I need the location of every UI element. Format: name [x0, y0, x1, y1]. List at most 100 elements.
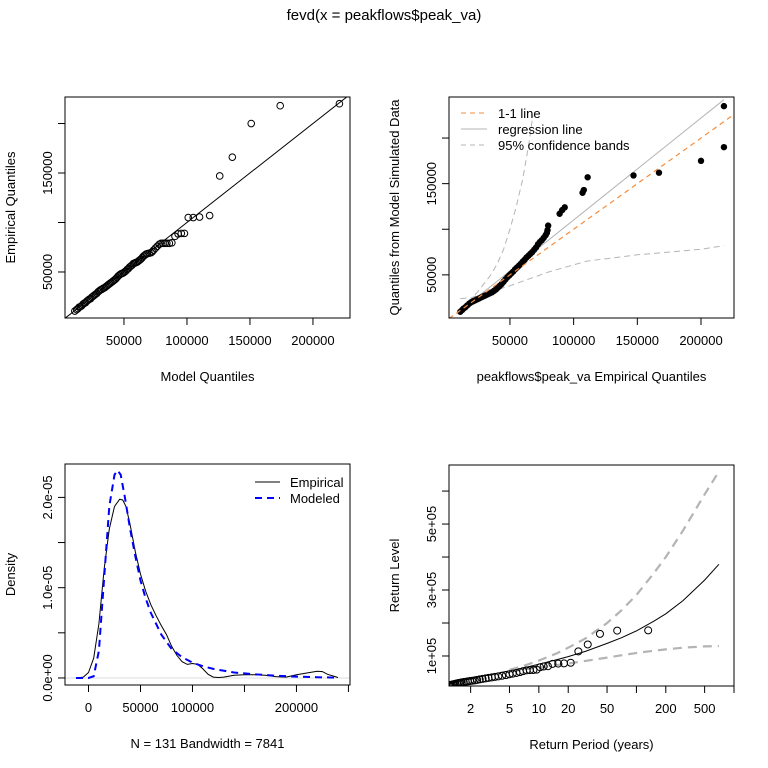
x-tick-label: 20 — [561, 701, 575, 716]
x-tick-label: 200 — [655, 701, 677, 716]
data-point — [481, 674, 490, 683]
lower-confidence-band — [460, 245, 724, 300]
data-point — [94, 287, 102, 296]
y-axis-label: Density — [3, 552, 18, 596]
data-point — [697, 157, 705, 165]
y-tick-label: 2.0e-05 — [40, 475, 55, 519]
y-tick-label: 50000 — [424, 257, 439, 293]
density-panel: 0 50000 100000 200000 0.0e+00 1.0e-05 2.0e-05 N… — [3, 463, 351, 751]
y-tick-label: 150000 — [424, 162, 439, 205]
data-point — [554, 659, 563, 668]
data-point — [584, 174, 591, 181]
reference-line — [65, 97, 348, 318]
plot-frame — [448, 464, 735, 687]
legend-label: Modeled — [290, 491, 340, 506]
legend-label: Empirical — [290, 475, 344, 490]
data-point — [478, 674, 487, 683]
data-point — [475, 675, 484, 684]
data-point — [335, 99, 344, 108]
data-point — [583, 640, 592, 649]
return-level-panel: 2 5 10 20 50 200 500 1e+05 3e+05 5e+05 Return Peri… — [387, 464, 735, 752]
x-axis-label: N = 131 Bandwidth = 7841 — [131, 736, 285, 751]
data-point — [543, 662, 552, 671]
y-tick-label: 50000 — [40, 254, 55, 290]
x-tick-label: 150000 — [228, 333, 271, 348]
data-point — [720, 143, 728, 151]
data-point — [151, 244, 160, 253]
data-point — [574, 647, 583, 656]
plot-frame — [64, 463, 351, 686]
data-point — [163, 239, 171, 248]
data-point — [180, 229, 189, 238]
data-point — [247, 119, 256, 128]
data-point — [498, 671, 507, 680]
x-axis-label: Model Quantiles — [161, 369, 255, 384]
x-tick-label: 50000 — [106, 333, 142, 348]
plot-area — [65, 468, 350, 679]
data-point — [110, 276, 119, 284]
x-tick-label: 0 — [85, 700, 92, 715]
y-tick-label: 150000 — [40, 151, 55, 194]
x-tick-label: 50000 — [492, 333, 528, 348]
series-upper-95-ci — [509, 471, 720, 671]
data-point — [720, 102, 728, 110]
y-axis-label: Empirical Quantiles — [3, 151, 18, 263]
x-tick-label: 5 — [506, 701, 513, 716]
x-tick-label: 200000 — [275, 700, 318, 715]
series-modeled — [76, 468, 339, 679]
data-point — [544, 222, 552, 229]
legend-label: regression line — [498, 122, 583, 137]
x-tick-label: 200000 — [291, 333, 334, 348]
plot-area — [449, 99, 734, 318]
data-point — [566, 658, 575, 667]
qq-model-empirical-panel: 50000 100000 150000 200000 50000 150000 Model … — [3, 96, 351, 384]
x-tick-label: 100000 — [171, 700, 214, 715]
series-empirical — [75, 498, 339, 679]
series-return-level-estimate — [449, 563, 720, 685]
plot-area — [449, 471, 720, 686]
x-tick-label: 200000 — [679, 333, 722, 348]
legend-label: 95% confidence bands — [498, 138, 630, 153]
y-tick-label: 5e+05 — [424, 506, 439, 543]
data-point — [494, 672, 503, 681]
data-point — [215, 172, 224, 180]
x-tick-label: 500 — [694, 701, 716, 716]
x-tick-label: 10 — [532, 701, 546, 716]
x-tick-label: 50 — [600, 701, 614, 716]
data-point — [539, 662, 548, 671]
data-point — [135, 256, 144, 264]
data-point — [548, 659, 557, 668]
data-point — [613, 626, 622, 635]
data-point — [177, 229, 186, 238]
data-point — [195, 213, 204, 221]
y-tick-label: 1e+05 — [424, 638, 439, 675]
x-axis-label: peakflows$peak_va Empirical Quantiles — [477, 369, 707, 384]
data-point — [205, 211, 214, 220]
x-tick-label: 100000 — [552, 333, 595, 348]
data-point — [122, 267, 130, 275]
data-point — [149, 246, 158, 255]
regression-line — [459, 99, 725, 312]
x-tick-label: 150000 — [616, 333, 659, 348]
data-point — [168, 238, 176, 247]
series-lower-95-ci — [509, 645, 719, 673]
plot-area — [65, 97, 348, 318]
data-point — [147, 248, 155, 257]
x-axis-label: Return Period (years) — [529, 737, 653, 752]
data-point — [473, 675, 482, 684]
plot-frame — [448, 96, 735, 319]
data-point — [655, 169, 663, 176]
data-point — [82, 297, 91, 305]
x-tick-label: 2 — [467, 701, 474, 716]
data-point — [157, 239, 165, 248]
data-point — [228, 153, 237, 161]
data-point — [536, 663, 545, 672]
x-tick-label: 50000 — [122, 700, 158, 715]
data-point — [580, 186, 588, 194]
data-point — [644, 626, 653, 635]
data-point — [276, 101, 284, 110]
data-point — [529, 666, 538, 675]
y-tick-label: 3e+05 — [424, 572, 439, 609]
